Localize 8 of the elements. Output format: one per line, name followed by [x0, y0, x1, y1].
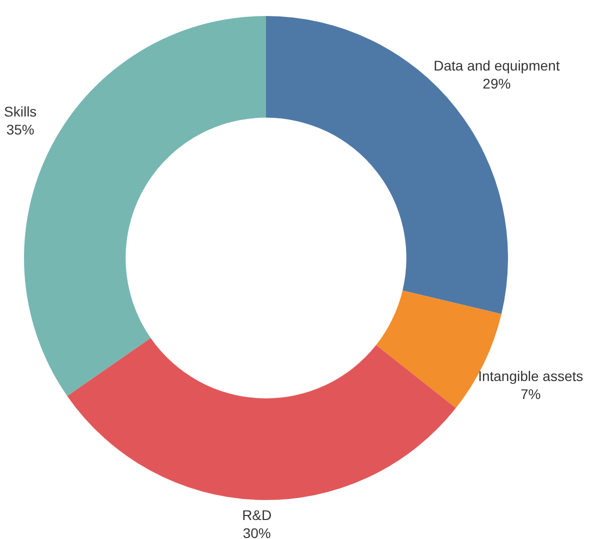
data-label: 30%	[242, 524, 271, 539]
data-label: 35%	[6, 122, 34, 138]
slice-label: Skills	[4, 104, 37, 120]
slice-label: Intangible assets	[478, 368, 584, 384]
data-label: 7%	[520, 386, 541, 402]
slice-label: Data and equipment	[434, 58, 560, 74]
data-label: 29%	[482, 76, 511, 92]
slice-label: R&D	[242, 506, 272, 523]
